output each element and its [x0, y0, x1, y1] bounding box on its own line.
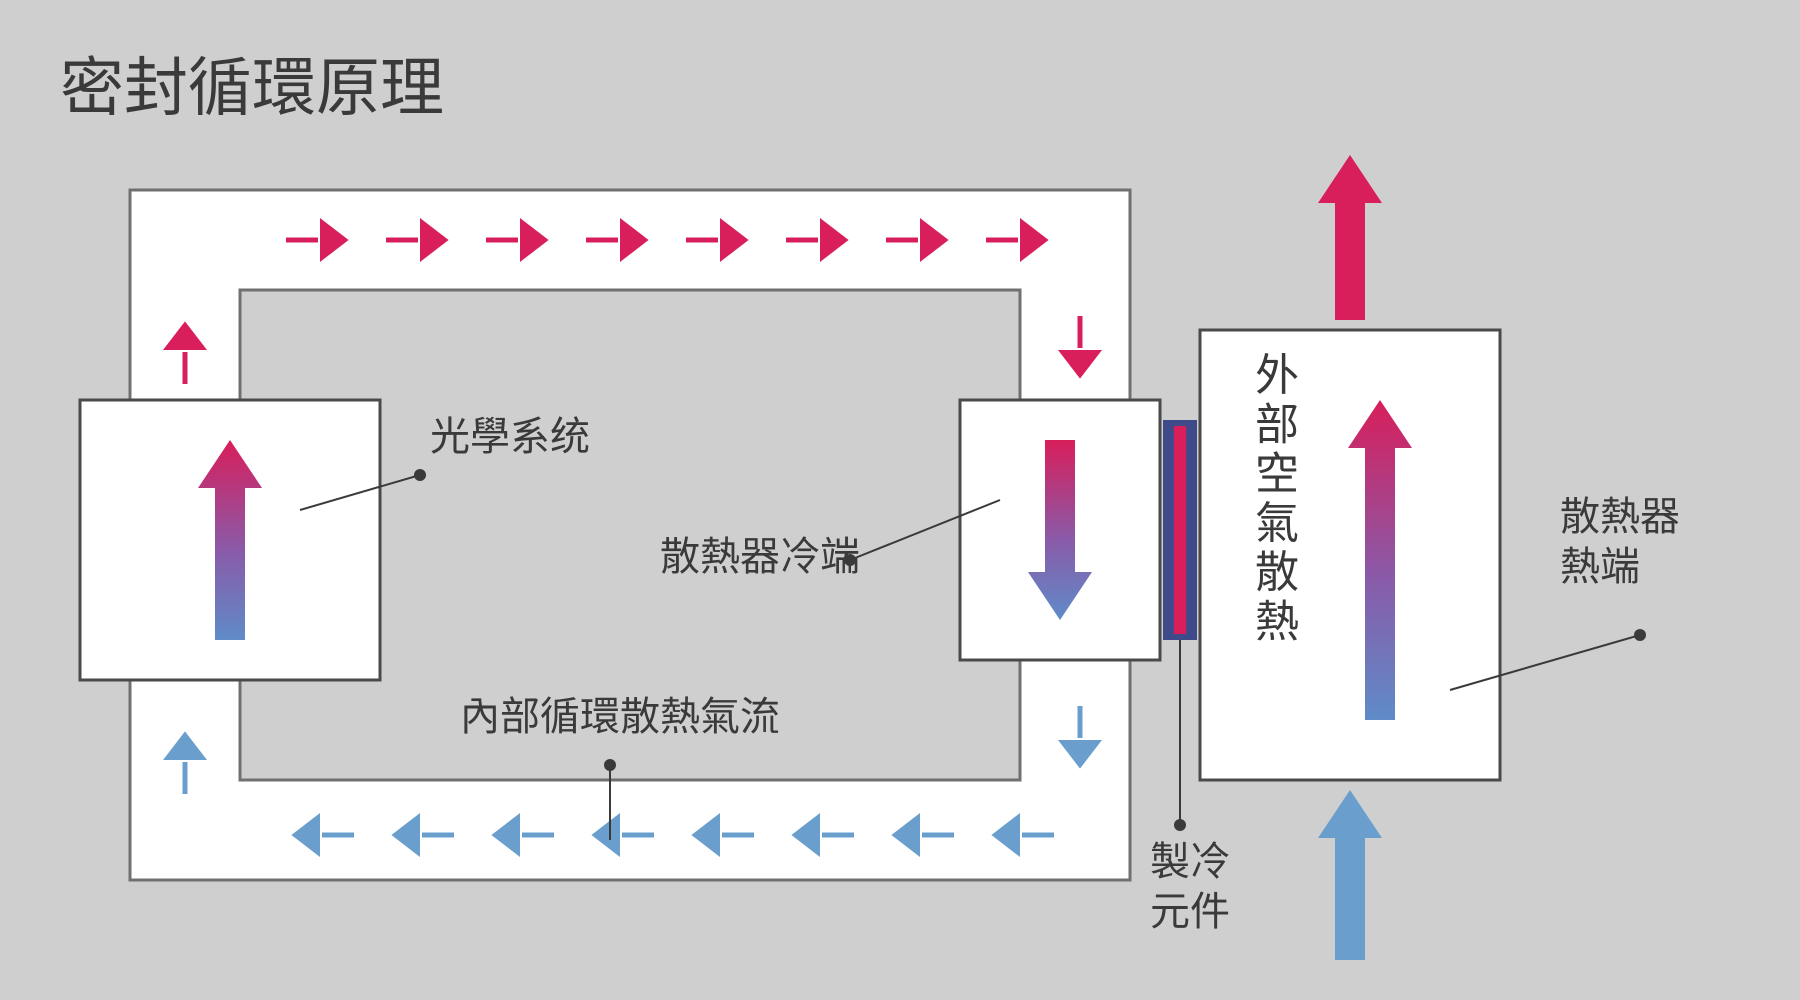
svg-text:熱端: 熱端	[1560, 534, 1640, 592]
svg-text:熱: 熱	[1255, 585, 1299, 649]
label-internal-flow: 內部循環散熱氣流	[460, 684, 780, 742]
svg-text:內部循環散熱氣流: 內部循環散熱氣流	[460, 684, 780, 742]
label-cooling-element: 製冷元件	[1150, 829, 1230, 937]
external-heatsink-box	[1200, 330, 1500, 780]
label-external-air: 外部空氣散熱	[1255, 339, 1299, 649]
label-coldside: 散熱器冷端	[660, 524, 860, 582]
svg-text:光學系统: 光學系统	[430, 404, 590, 462]
cooling-element-inner	[1174, 426, 1186, 634]
svg-text:散熱器冷端: 散熱器冷端	[660, 524, 860, 582]
page-title: 密封循環原理	[60, 37, 444, 129]
svg-text:元件: 元件	[1150, 879, 1230, 937]
label-optical: 光學系统	[430, 404, 590, 462]
